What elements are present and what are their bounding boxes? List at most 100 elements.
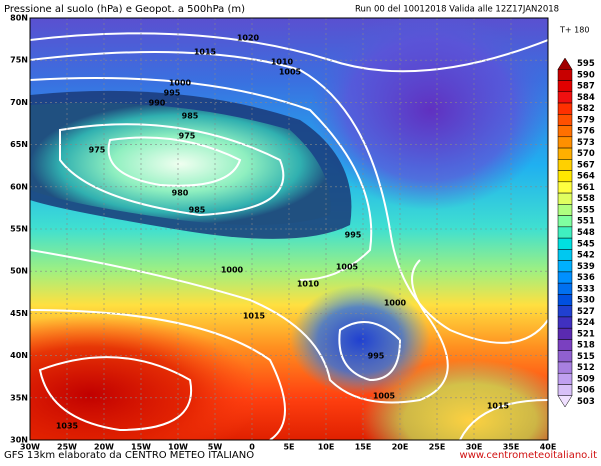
colorbar-label: 576 — [577, 127, 595, 137]
colorbar-label: 558 — [577, 194, 595, 204]
colorbar-swatch — [557, 384, 573, 396]
colorbar-label: 524 — [577, 318, 595, 328]
colorbar-label: 503 — [577, 397, 595, 407]
isobar-label: 1010 — [271, 58, 294, 67]
colorbar-swatch — [557, 69, 573, 81]
colorbar-label: 548 — [577, 228, 595, 238]
lat-label: 65N — [10, 140, 28, 149]
colorbar-swatch — [557, 102, 573, 115]
field-low — [30, 102, 331, 225]
colorbar-label: 567 — [577, 160, 595, 170]
colorbar-swatch — [557, 260, 573, 273]
colorbar-label: 533 — [577, 284, 595, 294]
colorbar-label: 545 — [577, 239, 595, 249]
isobar-label: 1035 — [56, 422, 79, 431]
colorbar-swatch — [557, 316, 573, 329]
isobar-labels: 1020101510101005100099599098597597598098… — [56, 34, 510, 431]
colorbar-label: 551 — [577, 217, 595, 227]
isobar-label: 1005 — [279, 68, 302, 77]
colorbar-label: 542 — [577, 251, 595, 261]
colorbar-swatch — [557, 294, 573, 306]
isobar-label: 995 — [368, 352, 385, 361]
isobar — [59, 123, 285, 217]
lon-label: 5E — [283, 443, 294, 452]
isobar — [30, 77, 373, 281]
colorbar-label: 587 — [577, 82, 595, 92]
colorbar-swatch — [557, 136, 573, 149]
isobar — [107, 136, 242, 187]
colorbar-swatch — [557, 80, 573, 93]
colorbar-swatch — [557, 91, 573, 104]
isobar — [338, 321, 402, 382]
lon-label: 20W — [94, 443, 114, 452]
isobar-label: 975 — [179, 132, 196, 141]
lon-label: 15W — [131, 443, 151, 452]
lat-label: 30N — [10, 436, 28, 445]
colorbar-swatch — [557, 226, 573, 239]
colorbar-label: 539 — [577, 262, 595, 272]
title: Pressione al suolo (hPa) e Geopot. a 500… — [4, 4, 245, 15]
colorbar-label: 527 — [577, 307, 595, 317]
map-frame — [29, 17, 549, 441]
colorbar-label: 582 — [577, 104, 595, 114]
lon-label: 25W — [57, 443, 77, 452]
isobar-label: 985 — [189, 206, 206, 215]
isobar-label: 1015 — [243, 312, 266, 321]
forecast-step: T+ 180 — [559, 26, 589, 35]
colorbar-swatch — [557, 192, 573, 205]
footer-credit: GFS 13km elaborato da CENTRO METEO ITALI… — [4, 450, 254, 461]
colorbar-swatch — [557, 305, 573, 318]
colorbar-swatch — [557, 159, 573, 171]
colorbar-swatch — [557, 249, 573, 261]
lat-label: 45N — [10, 309, 28, 318]
lat-label: 70N — [10, 98, 28, 107]
isobar — [30, 249, 449, 404]
isobar-label: 1005 — [373, 392, 396, 401]
isobar-label: 985 — [182, 112, 199, 121]
isobar-label: 1010 — [297, 280, 320, 289]
isobar-label: 1015 — [194, 48, 217, 57]
isobar-label: 995 — [164, 89, 181, 98]
isobar — [30, 309, 286, 440]
lat-label: 75N — [10, 56, 28, 65]
isobar-label: 980 — [172, 189, 189, 198]
lon-label: 0 — [249, 443, 255, 452]
colorbar-label: 530 — [577, 296, 595, 306]
isobar-label: 990 — [149, 99, 166, 108]
lon-label: 35E — [503, 443, 520, 452]
map-field: 1020101510101005100099599098597597598098… — [30, 18, 548, 440]
lon-label: 40E — [540, 443, 557, 452]
lat-label: 50N — [10, 267, 28, 276]
colorbar-swatch — [557, 372, 573, 385]
colorbar-label: 590 — [577, 70, 595, 80]
isobar-label: 1000 — [384, 299, 407, 308]
colorbar-label: 573 — [577, 138, 595, 148]
colorbar-label: 555 — [577, 205, 595, 215]
colorbar-label: 564 — [577, 172, 595, 182]
colorbar-label: 579 — [577, 115, 595, 125]
isobar-label: 995 — [345, 231, 362, 240]
isobar — [30, 51, 548, 344]
lon-label: 20E — [392, 443, 409, 452]
lat-label: 80N — [10, 14, 28, 23]
colorbar-swatch — [557, 327, 573, 340]
colorbar-swatch — [557, 350, 573, 363]
run-info: Run 00 del 10012018 Valida alle 12Z17JAN… — [355, 5, 559, 15]
graticule — [30, 18, 548, 440]
isobar-label: 1015 — [487, 402, 510, 411]
colorbar-label: 515 — [577, 352, 595, 362]
colorbar-label: 506 — [577, 386, 595, 396]
colorbar-swatch — [557, 237, 573, 250]
footer-url: www.centrometeoitaliano.it — [460, 450, 598, 461]
lon-label: 10W — [168, 443, 188, 452]
colorbar-swatch — [557, 271, 573, 284]
colorbar-swatch — [557, 395, 573, 408]
colorbar-swatch — [557, 57, 573, 70]
colorbar-label: 509 — [577, 374, 595, 384]
lon-label: 15E — [355, 443, 372, 452]
colorbar: 5955905875845825795765735705675645615585… — [557, 57, 595, 408]
colorbar-swatch — [557, 114, 573, 126]
isobars — [30, 32, 548, 440]
lon-label: 25E — [429, 443, 446, 452]
